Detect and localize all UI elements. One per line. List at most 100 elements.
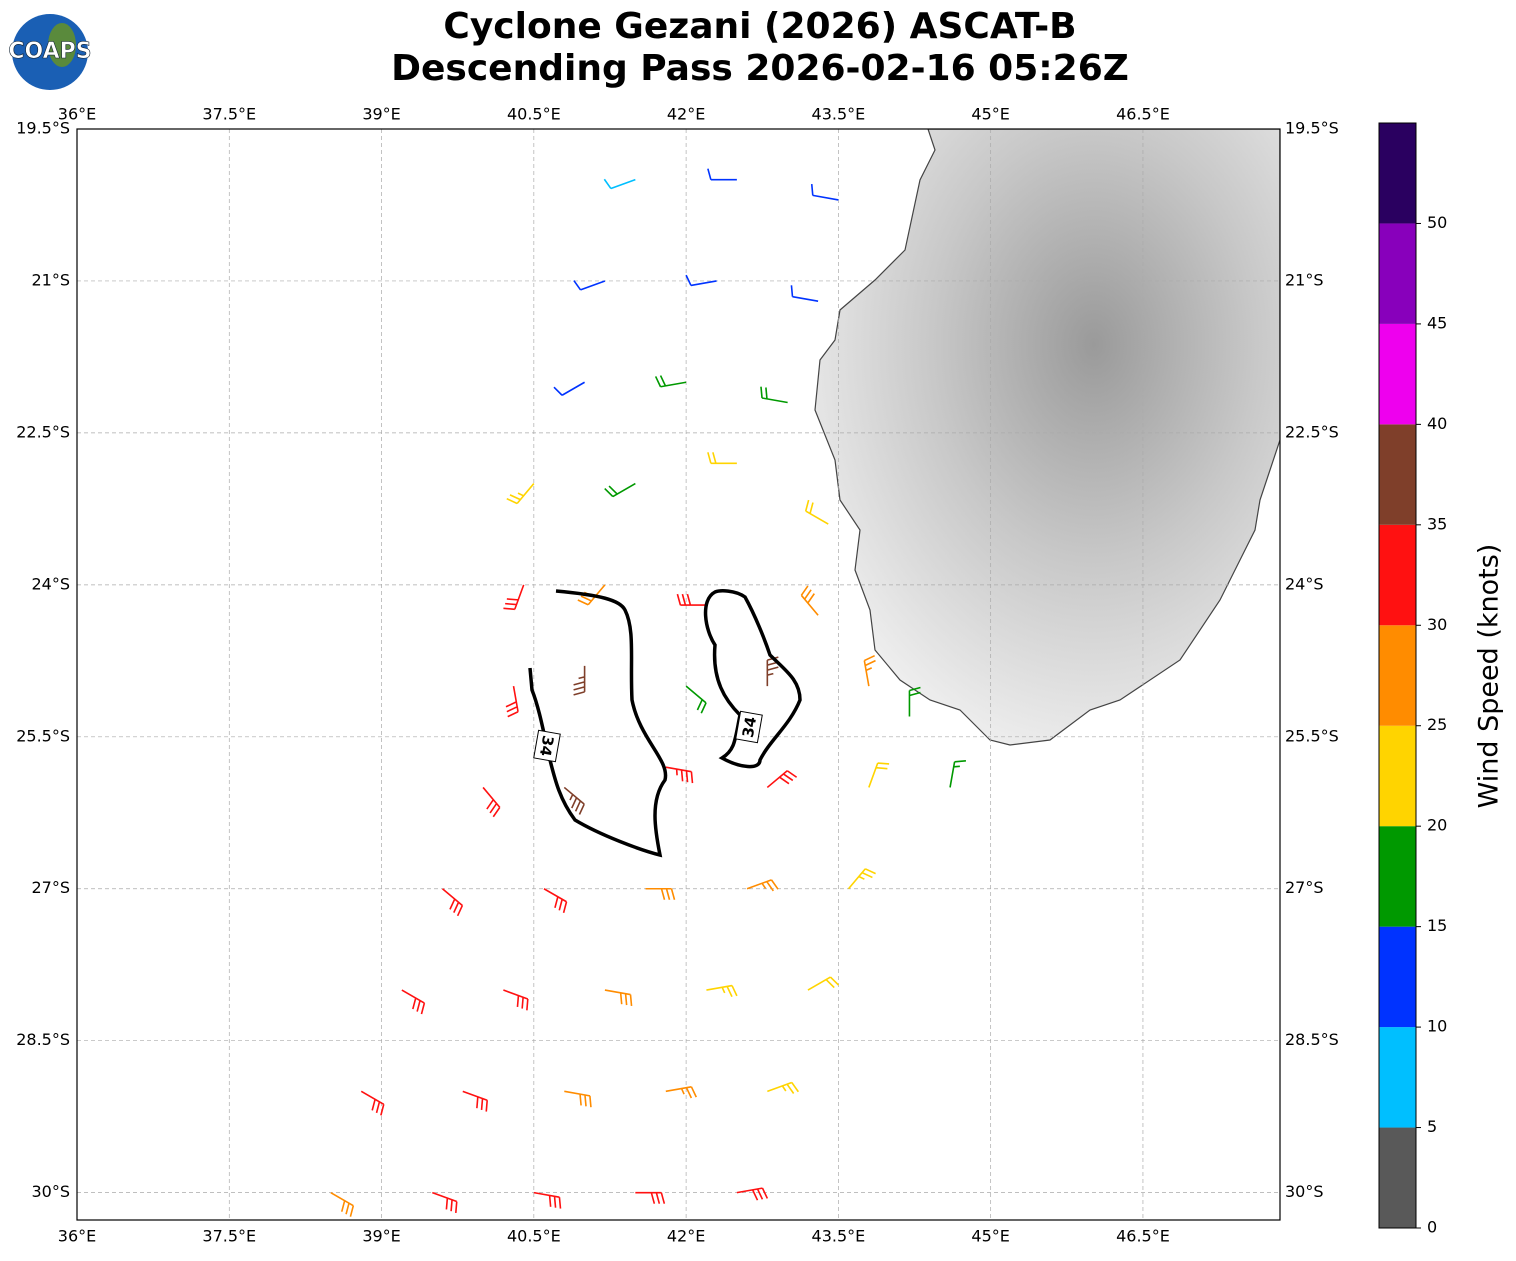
y-tick-label: 21°S — [31, 270, 70, 289]
wind-barb — [767, 1081, 799, 1094]
colorbar-segment — [1379, 725, 1416, 827]
colorbar-segment — [1379, 1127, 1416, 1228]
wind-barb — [707, 168, 737, 181]
wind-barb — [645, 887, 676, 900]
x-tick-label: 45°E — [971, 1227, 1009, 1246]
x-tick-label: 39°E — [362, 1227, 400, 1246]
colorbar-segment — [1379, 926, 1416, 1028]
wind-barb — [766, 770, 798, 789]
x-tick-label: 46.5°E — [1116, 105, 1170, 124]
colorbar-tick-label: 40 — [1427, 414, 1447, 433]
y-tick-label: 27°S — [1285, 878, 1324, 897]
colorbar-segment — [1379, 1027, 1416, 1128]
y-tick-label: 19.5°S — [1285, 119, 1339, 138]
wind-barb — [506, 483, 535, 505]
contour-line — [703, 589, 802, 769]
y-tick-label: 27°S — [31, 878, 70, 897]
wind-barb — [807, 976, 840, 991]
wind-barb — [635, 1191, 666, 1204]
wind-barb — [685, 685, 707, 714]
colorbar-segment — [1379, 424, 1416, 525]
y-tick-label: 19.5°S — [16, 119, 70, 138]
colorbar-segment — [1379, 524, 1416, 626]
colorbar-segment — [1379, 625, 1416, 726]
x-tick-label: 45°E — [971, 105, 1009, 124]
chart-subtitle: Descending Pass 2026-02-16 05:26Z — [391, 48, 1129, 89]
colorbar-tick-label: 25 — [1427, 715, 1447, 734]
colorbar-label: Wind Speed (knots) — [1474, 544, 1505, 809]
wind-barb — [665, 766, 694, 784]
x-tick-label: 36°E — [58, 1227, 96, 1246]
wind-barb — [736, 1187, 769, 1201]
wind-barb — [676, 593, 707, 606]
colorbar-tick-label: 10 — [1427, 1017, 1447, 1036]
x-tick-label: 40.5°E — [507, 1227, 561, 1246]
y-tick-label: 30°S — [31, 1182, 70, 1201]
wind-barb — [746, 879, 779, 892]
x-tick-label: 39°E — [362, 105, 400, 124]
colorbar-tick-label: 5 — [1427, 1117, 1437, 1136]
wind-barb — [868, 762, 890, 788]
wind-barb — [604, 989, 633, 1006]
wind-barb — [503, 584, 525, 611]
colorbar-segment — [1379, 826, 1416, 927]
wind-barb — [665, 1086, 698, 1099]
logo-text: COAPS — [8, 39, 91, 64]
plot-frame — [76, 128, 1281, 1221]
y-tick-label: 25.5°S — [1285, 726, 1339, 745]
wind-barb — [330, 1191, 355, 1217]
x-tick-label: 40.5°E — [507, 105, 561, 124]
wind-barb — [800, 585, 819, 616]
colorbar-tick-label: 30 — [1427, 615, 1447, 634]
logo: COAPS — [8, 14, 92, 90]
contour-line — [528, 589, 668, 858]
wind-barb — [760, 386, 788, 404]
wind-barb — [505, 686, 519, 718]
y-tick-label: 28.5°S — [16, 1030, 70, 1049]
colorbar-frame — [1378, 122, 1417, 1229]
wind-barb — [573, 665, 586, 696]
y-tick-label: 25.5°S — [16, 726, 70, 745]
wind-barb — [949, 760, 967, 788]
y-tick-label: 30°S — [1285, 1182, 1324, 1201]
land — [814, 129, 1280, 746]
contour-label-text: 34 — [739, 715, 760, 739]
wind-barb — [810, 183, 839, 201]
colorbar-tick-label: 15 — [1427, 916, 1447, 935]
wind-barb — [908, 686, 921, 717]
colorbar: 0 5 10 15 20 25 30 35 40 45 50 — [1378, 122, 1447, 1237]
wind-barb — [847, 868, 876, 890]
wind-barb — [553, 381, 585, 396]
wind-barb — [441, 888, 464, 917]
x-tick-label: 43.5°E — [812, 1227, 866, 1246]
wind-barb — [563, 786, 585, 815]
wind-barb — [654, 375, 687, 388]
wind-barb — [360, 1090, 385, 1116]
x-tick-label: 43.5°E — [812, 105, 866, 124]
x-tick-label: 42°E — [667, 105, 705, 124]
wind-barb — [863, 654, 876, 687]
wind-barb — [503, 989, 529, 1011]
x-tick-label: 46.5°E — [1116, 1227, 1170, 1246]
y-tick-label: 22.5°S — [1285, 422, 1339, 441]
wind-barb — [790, 285, 819, 302]
colorbar-tick-label: 20 — [1427, 816, 1447, 835]
colorbar-tick-label: 50 — [1427, 213, 1447, 232]
wind-barb — [401, 989, 426, 1015]
contour-label-text: 34 — [536, 734, 557, 758]
wind-barb — [533, 1191, 562, 1209]
x-tick-label: 37.5°E — [202, 105, 256, 124]
wind-barb — [706, 984, 738, 998]
wind-barb — [482, 786, 501, 818]
wind-barb — [432, 1191, 458, 1213]
wind-barb — [707, 452, 737, 465]
contour-label: 34 — [735, 710, 763, 744]
x-tick-label: 37.5°E — [202, 1227, 256, 1246]
x-tick-label: 36°E — [58, 105, 96, 124]
colorbar-segment — [1379, 223, 1416, 324]
map-area: 34 34 — [77, 129, 1280, 1220]
x-tick-label: 42°E — [667, 1227, 705, 1246]
colorbar-tick-label: 35 — [1427, 514, 1447, 533]
wind-barb — [603, 178, 636, 190]
